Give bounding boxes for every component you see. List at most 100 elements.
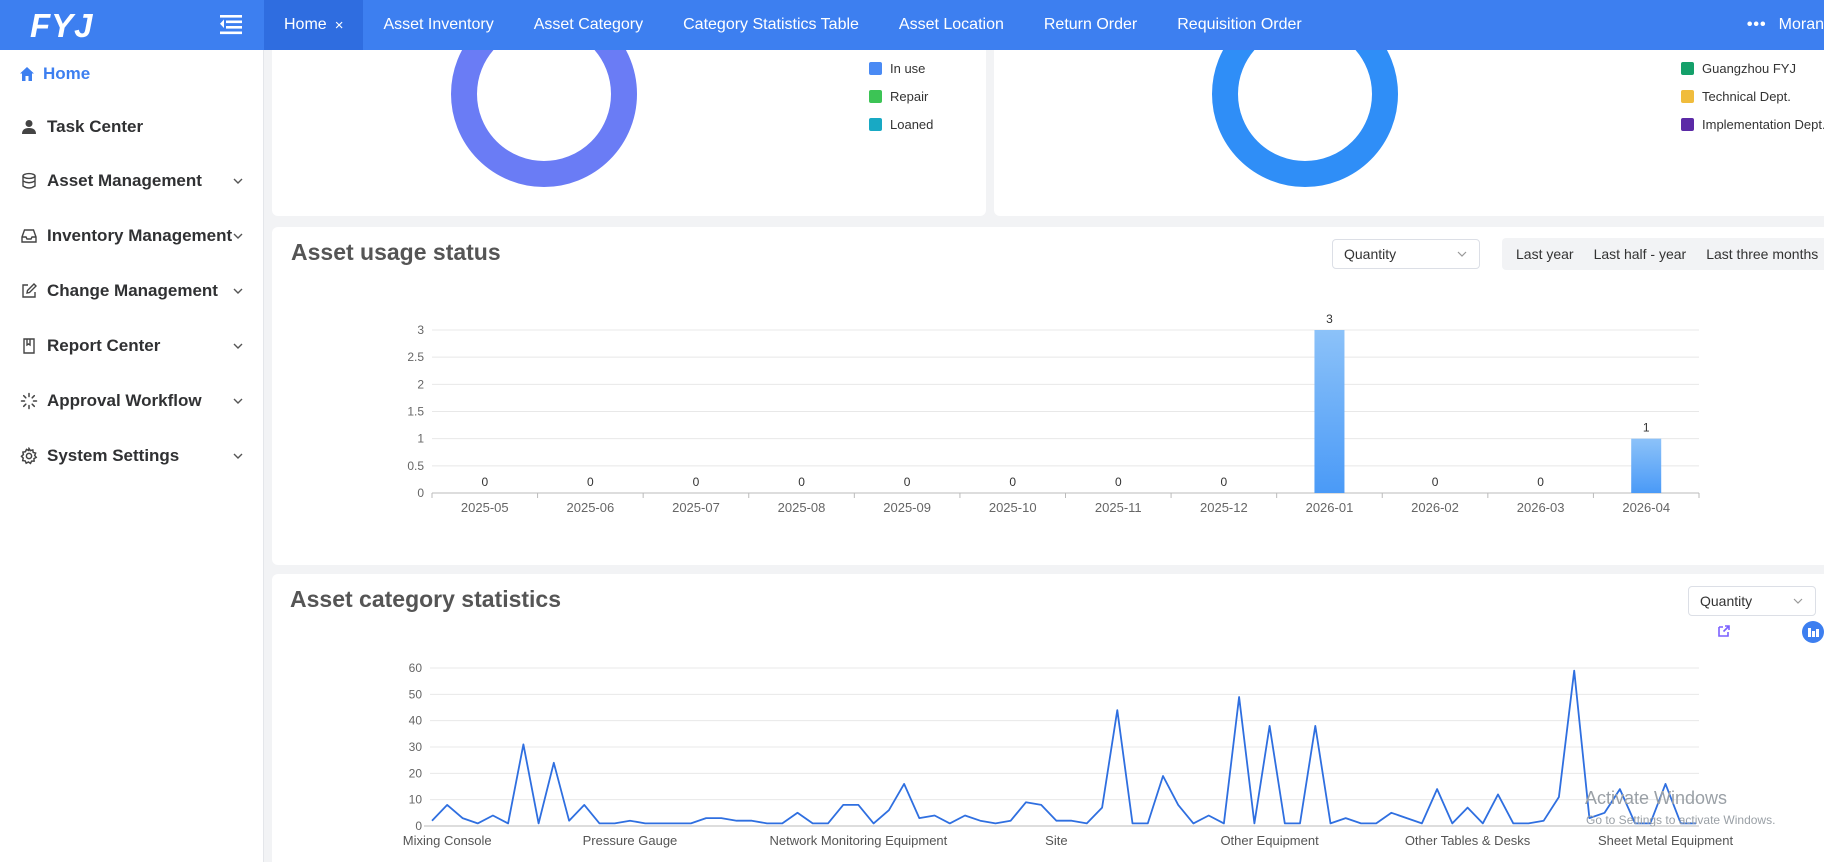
sidebar-item-label: Approval Workflow xyxy=(47,391,202,410)
x-tick-label: 2025-10 xyxy=(989,500,1037,515)
bar-data-label: 0 xyxy=(1432,475,1439,489)
more-icon[interactable]: ••• xyxy=(1746,16,1767,33)
range-last-half-year-button[interactable]: Last half - year xyxy=(1593,246,1687,262)
legend-item-implementation-dept[interactable]: Implementation Dept. xyxy=(1681,117,1824,132)
menu-toggle-icon[interactable] xyxy=(218,11,244,37)
sidebar-item-label: Report Center xyxy=(47,336,161,355)
y-tick-label: 0 xyxy=(415,819,422,833)
book-icon xyxy=(23,338,35,354)
bar-data-label: 0 xyxy=(1221,475,1228,489)
legend-swatch xyxy=(1681,118,1694,131)
sidebar-item-inventory-management[interactable]: Inventory Management xyxy=(0,214,264,258)
sidebar-item-label: Asset Management xyxy=(47,171,202,190)
sidebar-item-label: System Settings xyxy=(47,446,180,465)
range-last-three-months-button[interactable]: Last three months xyxy=(1706,246,1819,262)
tab-label: Requisition Order xyxy=(1177,16,1302,33)
legend-label: Guangzhou FYJ xyxy=(1702,61,1796,76)
sidebar-item-home[interactable]: Home xyxy=(0,52,264,96)
y-tick-label: 30 xyxy=(409,740,423,754)
sidebar-item-system-settings[interactable]: System Settings xyxy=(0,434,264,478)
legend-item-guangzhou-fyj[interactable]: Guangzhou FYJ xyxy=(1681,61,1796,76)
category-metric-select[interactable]: Quantity xyxy=(1688,586,1816,616)
legend-label: Repair xyxy=(890,89,929,104)
x-tick-label: 2026-01 xyxy=(1306,500,1354,515)
legend-item-loaned[interactable]: Loaned xyxy=(869,117,933,132)
tab-requisition-order[interactable]: Requisition Order xyxy=(1157,0,1322,50)
sidebar-item-task-center[interactable]: Task Center xyxy=(0,105,264,149)
x-tick-label: Other Equipment xyxy=(1220,833,1319,848)
bar-data-label: 0 xyxy=(1537,475,1544,489)
legend-swatch xyxy=(1681,90,1694,103)
database-icon xyxy=(22,172,36,189)
bar xyxy=(1314,330,1345,493)
fyj-logo[interactable]: FYJ xyxy=(28,6,100,44)
legend-swatch xyxy=(869,90,882,103)
tab-label: Home xyxy=(284,16,327,33)
legend-label: In use xyxy=(890,61,926,76)
assistant-icon[interactable] xyxy=(1802,621,1824,643)
y-tick-label: 1 xyxy=(417,432,424,446)
home-icon xyxy=(20,67,34,81)
range-last-year-button[interactable]: Last year xyxy=(1516,246,1574,262)
x-tick-label: Other Tables & Desks xyxy=(1405,833,1531,848)
tab-asset-inventory[interactable]: Asset Inventory xyxy=(363,0,513,50)
chevron-down-icon xyxy=(233,453,243,459)
tab-label: Asset Location xyxy=(898,16,1004,33)
y-tick-label: 60 xyxy=(409,661,423,675)
bar-data-label: 0 xyxy=(1115,475,1122,489)
bar-data-label: 0 xyxy=(693,475,700,489)
chevron-down-icon xyxy=(1457,251,1467,257)
sidebar-item-asset-management[interactable]: Asset Management xyxy=(0,159,264,203)
tab-label: Return Order xyxy=(1043,16,1138,33)
time-range-selector: Last year Last half - year Last three mo… xyxy=(1502,238,1824,270)
x-tick-label: 2025-06 xyxy=(567,500,615,515)
legend-item-in-use[interactable]: In use xyxy=(869,61,925,76)
legend-item-technical-dept[interactable]: Technical Dept. xyxy=(1681,89,1791,104)
legend-label: Implementation Dept. xyxy=(1702,117,1824,132)
asset-usage-bar-chart: 0 0.5 1 1.5 2 2.5 3 0 2025-05 0 2025-06 0 2025-07 0 20… xyxy=(407,312,1700,515)
x-tick-label: 2025-05 xyxy=(461,500,509,515)
top-bar: FYJ Home × Asset Inventory Asset Categor… xyxy=(0,0,1824,50)
y-tick-label: 10 xyxy=(409,793,423,807)
loading-icon xyxy=(20,392,38,410)
sidebar-item-change-management[interactable]: Change Management xyxy=(0,269,264,313)
edit-icon xyxy=(22,283,37,298)
user-name[interactable]: Moran xyxy=(1778,16,1824,33)
bar-data-label: 0 xyxy=(1009,475,1016,489)
chevron-down-icon xyxy=(1793,598,1803,604)
sidebar: Home Task Center Asset Management Invent… xyxy=(0,50,264,862)
user-menu[interactable]: ••• Moran xyxy=(1747,0,1824,50)
gear-icon xyxy=(20,447,38,465)
sidebar-item-label: Task Center xyxy=(47,117,144,136)
usage-metric-select[interactable]: Quantity xyxy=(1332,239,1480,269)
sidebar-item-approval-workflow[interactable]: Approval Workflow xyxy=(0,379,264,423)
tab-return-order[interactable]: Return Order xyxy=(1024,0,1157,50)
close-icon[interactable]: × xyxy=(334,16,344,34)
tab-asset-location[interactable]: Asset Location xyxy=(879,0,1024,50)
tab-home[interactable]: Home × xyxy=(264,0,364,50)
x-tick-label: 2025-12 xyxy=(1200,500,1248,515)
sidebar-item-label: Inventory Management xyxy=(47,226,233,245)
chevron-down-icon xyxy=(233,233,243,239)
legend-label: Technical Dept. xyxy=(1702,89,1791,104)
asset-category-line-chart: 0 10 20 30 40 50 60 Mixing Console Pressure Gaug… xyxy=(403,661,1734,848)
series-line xyxy=(431,669,1696,825)
select-value: Quantity xyxy=(1700,593,1753,609)
select-value: Quantity xyxy=(1344,246,1397,262)
tab-category-statistics-table[interactable]: Category Statistics Table xyxy=(663,0,879,50)
sidebar-item-report-center[interactable]: Report Center xyxy=(0,324,264,368)
x-tick-label: 2025-11 xyxy=(1095,500,1142,515)
department-donut-ring xyxy=(1212,50,1398,187)
export-icon[interactable] xyxy=(1714,621,1734,641)
status-donut-chart xyxy=(451,50,637,187)
x-tick-label: 2025-08 xyxy=(778,500,826,515)
x-tick-label: 2026-02 xyxy=(1411,500,1459,515)
asset-usage-card xyxy=(272,227,1824,565)
bar-data-label: 3 xyxy=(1326,312,1333,326)
legend-item-repair[interactable]: Repair xyxy=(869,89,928,104)
legend-swatch xyxy=(869,118,882,131)
tab-asset-category[interactable]: Asset Category xyxy=(514,0,663,50)
asset-status-card: In use Repair Loaned xyxy=(272,50,986,216)
chevron-down-icon xyxy=(233,288,243,294)
bar xyxy=(1631,438,1662,493)
